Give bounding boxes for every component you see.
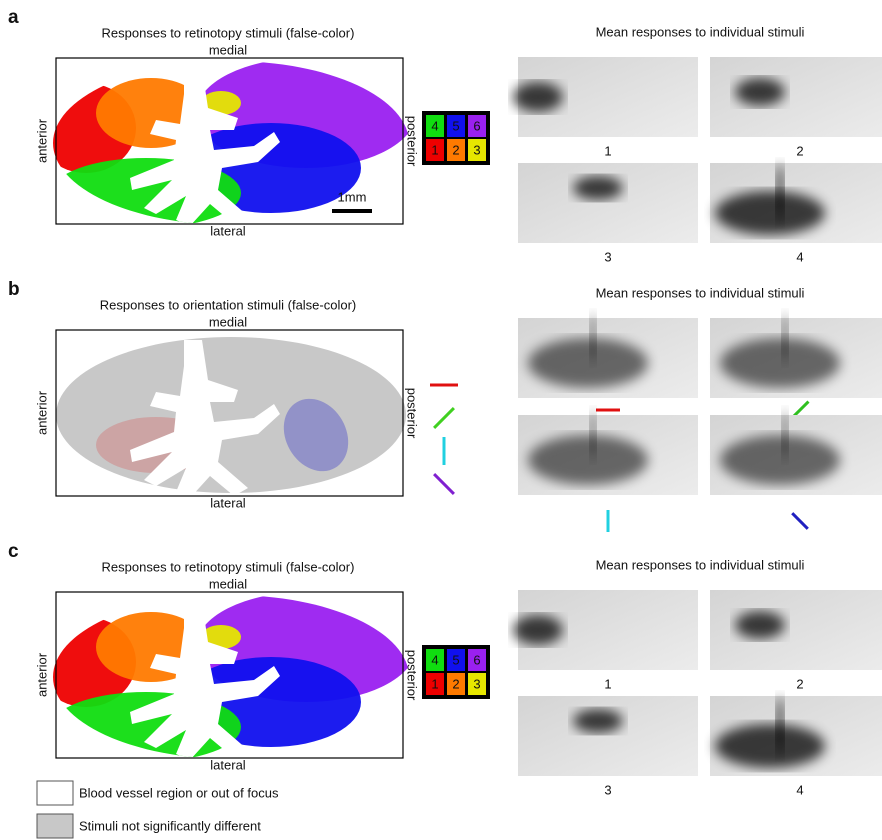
response-blob [573, 176, 623, 200]
response-blob [782, 410, 788, 460]
orientation-glyph [792, 513, 808, 529]
response-blob [735, 78, 785, 106]
orientation-label: lateral [210, 223, 246, 238]
key-number: 4 [431, 118, 438, 133]
stim-title: Mean responses to individual stimuli [596, 557, 805, 572]
orientation-label: posterior [405, 116, 420, 167]
key-number: 5 [452, 118, 459, 133]
region [56, 337, 406, 493]
scale-label: 1mm [338, 189, 367, 204]
stim-label: 4 [796, 782, 803, 797]
key-number: 4 [431, 652, 438, 667]
response-blob [528, 435, 648, 485]
response-blob [513, 82, 563, 112]
orientation-label: posterior [405, 650, 420, 701]
panel-letter: a [8, 7, 19, 28]
figure: a Responses to retinotopy stimuli (false-… [0, 0, 882, 840]
orientation-label: medial [209, 576, 247, 591]
map-title: Responses to retinotopy stimuli (false-c… [102, 25, 355, 40]
panel-letter: b [8, 279, 20, 300]
stimulus-image [518, 163, 698, 243]
false-color-map [36, 592, 416, 762]
key-number: 3 [473, 142, 480, 157]
stim-title: Mean responses to individual stimuli [596, 285, 805, 300]
response-blob [573, 709, 623, 733]
key-number: 1 [431, 142, 438, 157]
response-blob [735, 611, 785, 639]
response-blob [776, 696, 784, 756]
orientation-label: anterior [34, 390, 49, 435]
stimulus-image [518, 696, 698, 776]
response-blob [513, 615, 563, 645]
stim-label: 4 [796, 249, 803, 264]
legend-swatch [37, 814, 73, 838]
response-blob [782, 313, 788, 363]
map-title: Responses to retinotopy stimuli (false-c… [102, 559, 355, 574]
key-number: 2 [452, 142, 459, 157]
stimulus-image [710, 590, 882, 670]
legend-label: Blood vessel region or out of focus [79, 785, 279, 800]
key-number: 6 [473, 118, 480, 133]
stim-label: 3 [604, 782, 611, 797]
stim-label: 1 [604, 143, 611, 158]
legend-swatch [37, 781, 73, 805]
orientation-label: medial [209, 314, 247, 329]
response-blob [715, 191, 825, 235]
response-blob [590, 313, 596, 363]
stim-label: 2 [796, 676, 803, 691]
key-number: 5 [452, 652, 459, 667]
map-title: Responses to orientation stimuli (false-… [100, 297, 357, 312]
stim-title: Mean responses to individual stimuli [596, 24, 805, 39]
orientation-label: lateral [210, 495, 246, 510]
key-number: 1 [431, 676, 438, 691]
response-blob [720, 338, 840, 388]
key-number: 6 [473, 652, 480, 667]
orientation-label: posterior [405, 388, 420, 439]
orientation-glyph [434, 474, 454, 494]
stim-label: 3 [604, 249, 611, 264]
key-number: 3 [473, 676, 480, 691]
response-blob [715, 724, 825, 768]
response-blob [720, 435, 840, 485]
orientation-label: anterior [34, 118, 49, 163]
orientation-label: medial [209, 42, 247, 57]
response-blob [528, 338, 648, 388]
orientation-label: anterior [34, 652, 49, 697]
orientation-glyph [434, 408, 454, 428]
stim-label: 1 [604, 676, 611, 691]
orientation-label: lateral [210, 757, 246, 772]
stim-label: 2 [796, 143, 803, 158]
response-blob [776, 163, 784, 223]
key-number: 2 [452, 676, 459, 691]
stimulus-image [710, 57, 882, 137]
legend-label: Stimuli not significantly different [79, 818, 261, 833]
false-color-map [56, 330, 406, 498]
response-blob [590, 410, 596, 460]
panel-letter: c [8, 541, 19, 562]
